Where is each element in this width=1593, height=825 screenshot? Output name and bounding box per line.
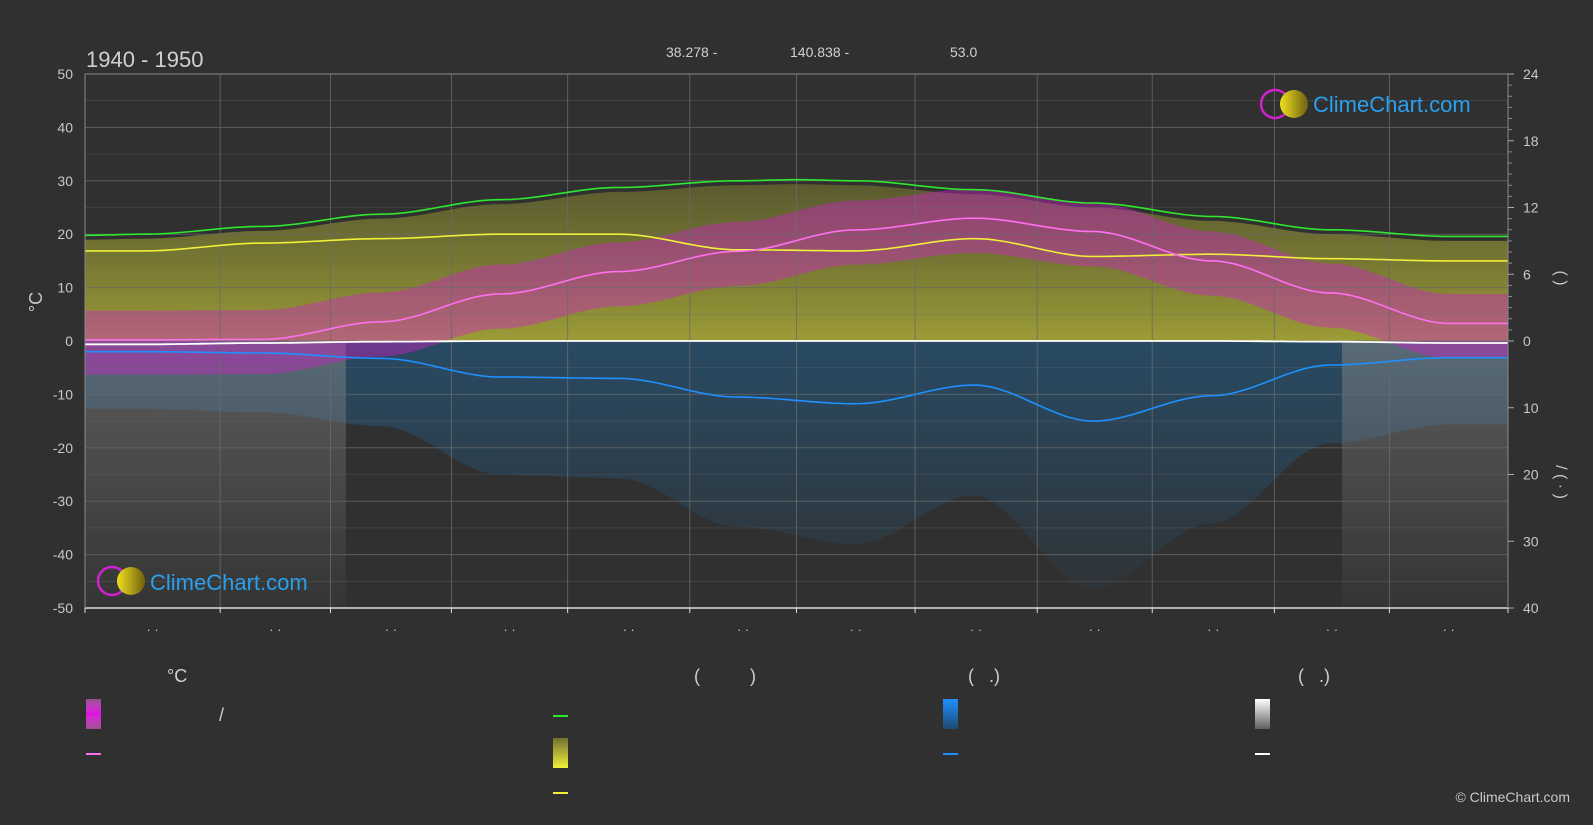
brand-logo-bottom[interactable]: ClimeChart.com (96, 565, 308, 597)
series-line-rain_mm (85, 350, 1508, 422)
x-tick-label: · · (850, 622, 862, 637)
y-left-tick-label: 30 (57, 173, 73, 189)
copyright: © ClimeChart.com (1455, 789, 1570, 805)
y-left-tick-label: 20 (57, 226, 73, 242)
x-tick-label: · · (1326, 622, 1338, 637)
legend-sunshine-swatch (553, 738, 568, 768)
x-tick-label: · · (1443, 622, 1455, 637)
y-axis-right-bottom-label: / ( · ) (1552, 465, 1569, 499)
y-right-bottom-tick-label: 40 (1523, 600, 1539, 616)
period-title: 1940 - 1950 (86, 47, 203, 72)
x-tick-label: · · (146, 622, 158, 637)
grid-layer (84, 73, 1509, 609)
y-right-bottom-tick-label: 30 (1523, 533, 1539, 549)
y-left-tick-label: -10 (53, 386, 73, 402)
y-axis-left-label: °C (26, 292, 46, 312)
series-line-sunshine_hours (85, 233, 1508, 262)
legend-sun-header: ( ) (694, 666, 756, 686)
series-line-daylight (85, 178, 1508, 238)
brand-logo-top[interactable]: ClimeChart.com (1259, 88, 1471, 120)
legend: °C ( ) ( .) ( .) / (86, 666, 1330, 794)
latitude-label: 38.278 - (666, 44, 718, 60)
y-left-tick-label: -40 (53, 547, 73, 563)
legend-temp-range-swatch (86, 699, 101, 729)
x-tick-label: · · (737, 622, 749, 637)
x-tick-label: · · (1089, 622, 1101, 637)
y-axis-right-top-label: ( ) (1552, 270, 1569, 285)
x-tick-label: · · (269, 622, 281, 637)
legend-rain-header: ( .) (968, 666, 1000, 686)
elevation-label: 53.0 (950, 44, 977, 60)
x-tick-label: · · (385, 622, 397, 637)
axes-layer: 50 40 30 20 10 0 -10 -20 -30 -40 -50 24 18 12 6 0 10 20 30… (53, 66, 1539, 637)
series-line-snow_mm (85, 340, 1508, 346)
brand-logo-sun-icon (117, 567, 145, 595)
legend-rain-swatch (943, 699, 958, 729)
y-left-tick-label: -30 (53, 493, 73, 509)
y-left-tick-label: 10 (57, 280, 73, 296)
longitude-label: 140.838 - (790, 44, 849, 60)
x-tick-label: · · (623, 622, 635, 637)
x-tick-label: · · (1207, 622, 1219, 637)
y-right-bottom-tick-label: 20 (1523, 467, 1539, 483)
legend-temp-header: °C (167, 666, 187, 686)
y-right-top-tick-label: 0 (1523, 333, 1531, 349)
y-right-top-tick-label: 6 (1523, 266, 1531, 282)
legend-snow-header: ( .) (1298, 666, 1330, 686)
y-right-bottom-tick-label: 10 (1523, 400, 1539, 416)
legend-temp-range-text: / (219, 705, 224, 725)
y-left-tick-label: -50 (53, 600, 73, 616)
series-layer (85, 178, 1508, 422)
x-tick-label: · · (970, 622, 982, 637)
brand-logo-sun-icon (1280, 90, 1308, 118)
y-right-top-tick-label: 24 (1523, 66, 1539, 82)
brand-logo-text: ClimeChart.com (150, 570, 308, 595)
y-left-tick-label: 50 (57, 66, 73, 82)
y-right-top-tick-label: 18 (1523, 133, 1539, 149)
legend-snow-swatch (1255, 699, 1270, 729)
brand-logo-text: ClimeChart.com (1313, 92, 1471, 117)
y-left-tick-label: 40 (57, 119, 73, 135)
x-tick-label: · · (503, 622, 515, 637)
y-left-tick-label: -20 (53, 440, 73, 456)
y-right-top-tick-label: 12 (1523, 200, 1539, 216)
series-line-temp_mean (85, 217, 1508, 341)
y-left-tick-label: 0 (65, 333, 73, 349)
